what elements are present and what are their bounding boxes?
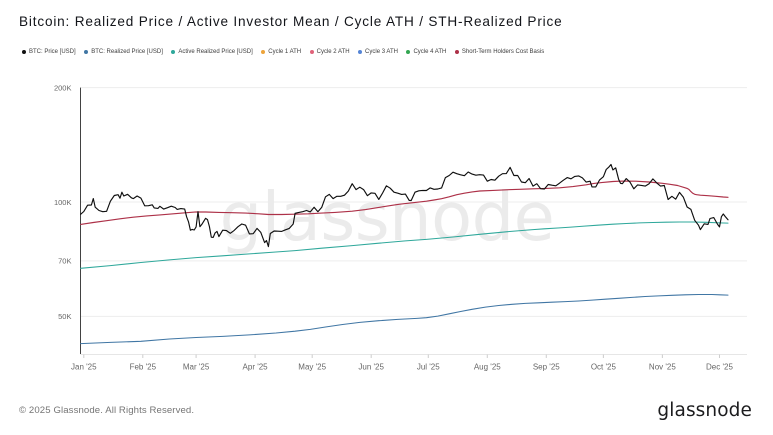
legend-label: Short-Term Holders Cost Basis bbox=[461, 48, 545, 55]
legend-label: Cycle 1 ATH bbox=[268, 48, 302, 55]
legend-label: BTC: Realized Price [USD] bbox=[91, 48, 163, 55]
legend-label: Cycle 3 ATH bbox=[365, 48, 398, 55]
legend-item-short-term-holders-cost-basis[interactable]: Short-Term Holders Cost Basis bbox=[454, 48, 545, 56]
x-tick-label: Nov '25 bbox=[649, 363, 676, 372]
legend-item-cycle-2-ath[interactable]: Cycle 2 ATH bbox=[309, 48, 350, 56]
legend-item-active-realized-price-usd[interactable]: Active Realized Price [USD] bbox=[171, 48, 253, 56]
x-tick-label: Aug '25 bbox=[474, 363, 501, 372]
series-active-realized-price-usd bbox=[80, 221, 729, 269]
watermark-glassnode: glassnode bbox=[220, 178, 555, 256]
legend-item-btc-price-usd[interactable]: BTC: Price [USD] bbox=[22, 48, 76, 56]
legend-marker-icon bbox=[454, 49, 459, 54]
x-tick-label: Dec '25 bbox=[706, 363, 733, 372]
chart-legend: BTC: Price [USD] BTC: Realized Price [USD… bbox=[22, 48, 544, 56]
series-btc-price-usd bbox=[80, 163, 729, 248]
legend-marker-icon bbox=[261, 49, 266, 54]
legend-item-cycle-3-ath[interactable]: Cycle 3 ATH bbox=[358, 48, 398, 56]
x-tick-label: Feb '25 bbox=[130, 363, 157, 372]
legend-marker-icon bbox=[309, 49, 314, 54]
x-tick-label: Mar '25 bbox=[183, 363, 210, 372]
x-tick-label: Oct '25 bbox=[591, 363, 617, 372]
legend-marker-icon bbox=[406, 49, 411, 54]
y-tick-label: 70K bbox=[58, 257, 71, 266]
x-tick-label: Sep '25 bbox=[533, 363, 560, 372]
x-tick-label: Apr '25 bbox=[243, 363, 269, 372]
y-tick-label: 200K bbox=[54, 83, 72, 92]
series-btc-realized-price-usd bbox=[80, 293, 729, 345]
x-tick-label: Jul '25 bbox=[417, 363, 440, 372]
legend-label: Cycle 4 ATH bbox=[413, 48, 447, 55]
glassnode-logo: glassnode bbox=[657, 400, 752, 421]
x-tick-label: Jun '25 bbox=[358, 363, 384, 372]
legend-label: BTC: Price [USD] bbox=[29, 48, 76, 55]
chart-title: Bitcoin: Realized Price / Active Investo… bbox=[19, 14, 563, 29]
series-short-term-holders-cost-basis bbox=[80, 180, 729, 225]
x-tick-label: Jan '25 bbox=[71, 363, 97, 372]
legend-label: Cycle 2 ATH bbox=[316, 48, 350, 55]
y-tick-label: 100K bbox=[54, 198, 72, 207]
legend-item-btc-realized-price-usd[interactable]: BTC: Realized Price [USD] bbox=[84, 48, 163, 56]
legend-item-cycle-1-ath[interactable]: Cycle 1 ATH bbox=[261, 48, 301, 56]
legend-marker-icon bbox=[22, 49, 26, 54]
legend-marker-icon bbox=[84, 49, 89, 54]
legend-marker-icon bbox=[171, 49, 176, 54]
y-tick-label: 50K bbox=[58, 312, 71, 321]
legend-marker-icon bbox=[358, 49, 363, 54]
legend-item-cycle-4-ath[interactable]: Cycle 4 ATH bbox=[406, 48, 446, 56]
legend-label: Active Realized Price [USD] bbox=[178, 48, 253, 55]
x-tick-label: May '25 bbox=[298, 363, 326, 372]
copyright-text: © 2025 Glassnode. All Rights Reserved. bbox=[19, 404, 195, 416]
